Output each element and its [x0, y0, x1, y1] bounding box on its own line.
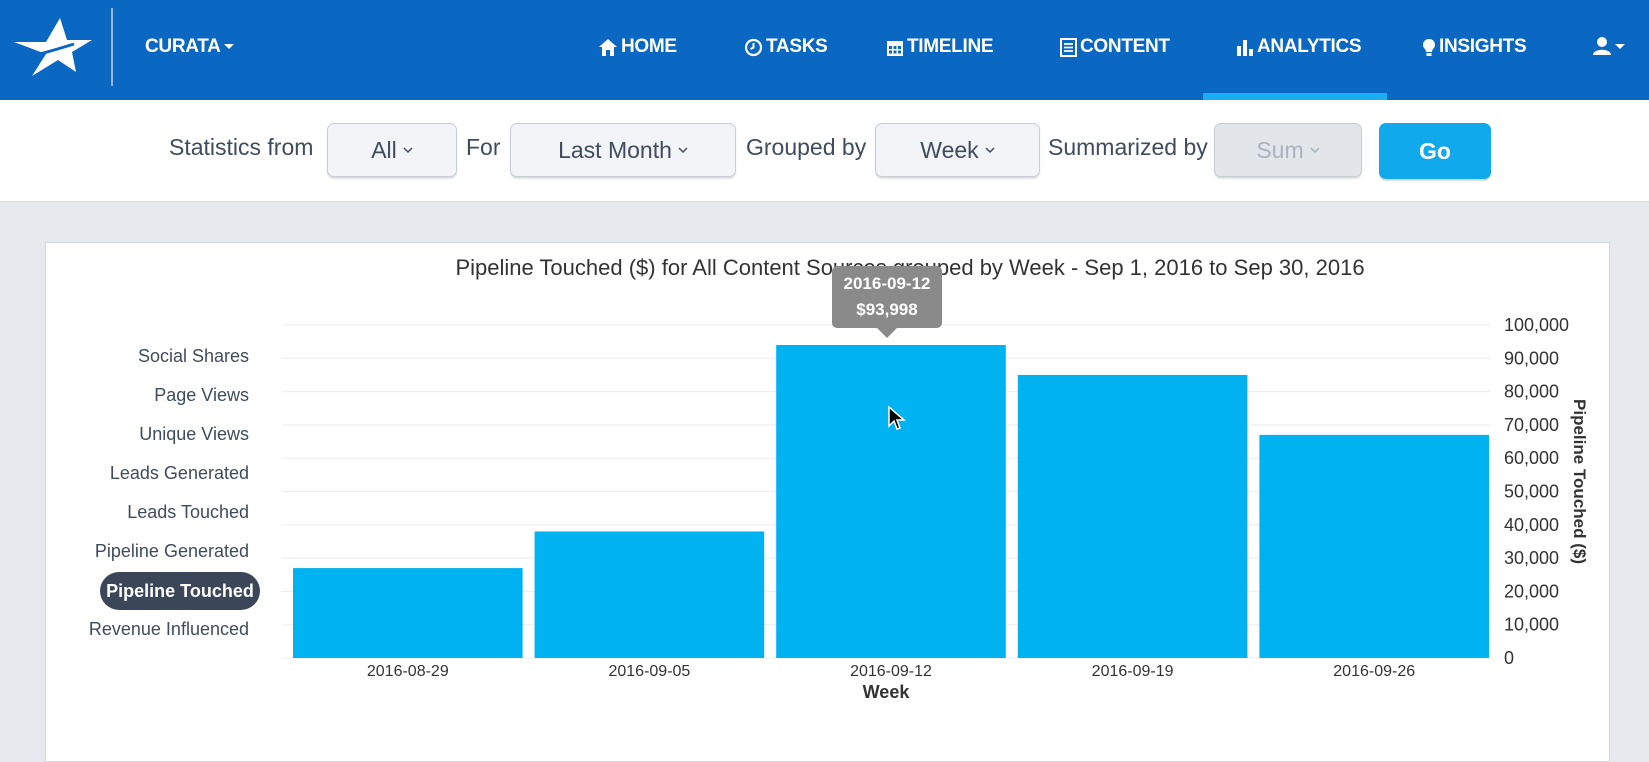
y-tick-label: 80,000: [1504, 382, 1559, 402]
calendar-icon: [887, 40, 903, 56]
y-tick-label: 30,000: [1504, 548, 1559, 568]
metric-leads-touched[interactable]: Leads Touched: [127, 502, 249, 522]
nav-item-label: CONTENT: [1080, 36, 1170, 57]
metric-social-shares[interactable]: Social Shares: [137, 346, 249, 366]
bar-chart-icon: [1237, 39, 1253, 56]
caret-down-icon: [1615, 43, 1625, 49]
chevron-down-icon: [985, 146, 995, 153]
x-tick-label: 2016-09-26: [1333, 663, 1415, 680]
nav-item-content[interactable]: CONTENT: [1060, 36, 1170, 58]
statistics-from-dropdown[interactable]: All: [327, 123, 457, 177]
brand-dropdown[interactable]: CURATA: [145, 36, 234, 58]
x-axis-title: Week: [863, 682, 911, 702]
y-tick-label: 0: [1504, 648, 1514, 668]
nav-item-label: ANALYTICS: [1257, 36, 1362, 57]
brand-label: CURATA: [145, 36, 221, 57]
go-button[interactable]: Go: [1379, 123, 1491, 179]
tooltip-value: $93,998: [856, 300, 918, 319]
nav-item-timeline[interactable]: TIMELINE: [886, 36, 994, 58]
dropdown-value: Week: [920, 136, 979, 163]
chevron-down-icon: [1310, 146, 1320, 153]
x-tick-label: 2016-09-05: [608, 663, 690, 680]
active-tab-indicator: [1203, 93, 1387, 100]
nav-item-label: TIMELINE: [907, 36, 994, 57]
nav-item-label: HOME: [621, 36, 677, 57]
metric-pipeline-touched[interactable]: Pipeline Touched: [100, 572, 260, 610]
metric-page-views[interactable]: Page Views: [154, 385, 249, 405]
bar[interactable]: [776, 344, 1006, 658]
x-tick-label: 2016-08-29: [367, 663, 449, 680]
bar[interactable]: [534, 531, 765, 658]
chevron-down-icon: [678, 146, 688, 153]
x-tick-label: 2016-09-19: [1092, 663, 1174, 680]
metric-pipeline-generated[interactable]: Pipeline Generated: [94, 541, 249, 561]
clock-icon: [744, 38, 763, 56]
nav-item-home[interactable]: HOME: [598, 36, 677, 58]
dropdown-value: Last Month: [558, 136, 672, 163]
bar[interactable]: [293, 568, 523, 658]
y-tick-label: 70,000: [1504, 415, 1559, 435]
home-icon: [599, 38, 617, 56]
filter-bar: Statistics from All For Last Month Group…: [0, 100, 1649, 202]
top-navbar: CURATA HOME TASKS TIMELINE CONTENT ANALY…: [0, 0, 1649, 100]
y-tick-label: 100,000: [1504, 315, 1569, 335]
bar[interactable]: [1017, 374, 1248, 658]
metric-leads-generated[interactable]: Leads Generated: [109, 463, 249, 483]
statistics-from-label: Statistics from: [169, 134, 314, 160]
nav-divider: [111, 8, 113, 86]
metric-unique-views[interactable]: Unique Views: [139, 424, 249, 444]
nav-item-analytics[interactable]: ANALYTICS: [1236, 36, 1362, 58]
y-tick-label: 20,000: [1504, 581, 1559, 601]
chart-tooltip: 2016-09-12 $93,998: [832, 266, 942, 338]
dropdown-value: Sum: [1256, 136, 1304, 163]
x-tick-label: 2016-09-12: [850, 663, 932, 680]
document-icon: [1060, 37, 1077, 57]
nav-item-label: INSIGHTS: [1439, 36, 1527, 57]
lightbulb-icon: [1423, 38, 1435, 56]
caret-down-icon: [223, 44, 234, 50]
y-tick-label: 60,000: [1504, 448, 1559, 468]
user-menu[interactable]: [1592, 36, 1625, 56]
curata-star-logo[interactable]: [12, 16, 94, 78]
nav-item-insights[interactable]: INSIGHTS: [1422, 36, 1527, 58]
user-icon: [1593, 37, 1611, 55]
bar[interactable]: [1259, 434, 1489, 658]
grouped-by-label: Grouped by: [746, 134, 867, 160]
y-tick-label: 50,000: [1504, 482, 1559, 502]
dropdown-value: All: [371, 136, 397, 163]
mouse-cursor-icon: [888, 406, 906, 430]
grouped-by-dropdown[interactable]: Week: [875, 123, 1040, 177]
y-tick-label: 40,000: [1504, 515, 1559, 535]
tooltip-date: 2016-09-12: [843, 274, 931, 293]
metric-revenue-influenced[interactable]: Revenue Influenced: [88, 619, 249, 639]
y-axis-title: Pipeline Touched ($): [1570, 399, 1589, 564]
period-dropdown[interactable]: Last Month: [510, 123, 736, 177]
nav-item-tasks[interactable]: TASKS: [744, 36, 828, 58]
y-tick-label: 10,000: [1504, 615, 1559, 635]
for-label: For: [466, 134, 501, 160]
summarized-by-dropdown[interactable]: Sum: [1214, 123, 1362, 177]
nav-item-label: TASKS: [766, 36, 828, 57]
summarized-by-label: Summarized by: [1048, 134, 1208, 160]
y-tick-label: 90,000: [1504, 348, 1559, 368]
chevron-down-icon: [403, 146, 413, 153]
